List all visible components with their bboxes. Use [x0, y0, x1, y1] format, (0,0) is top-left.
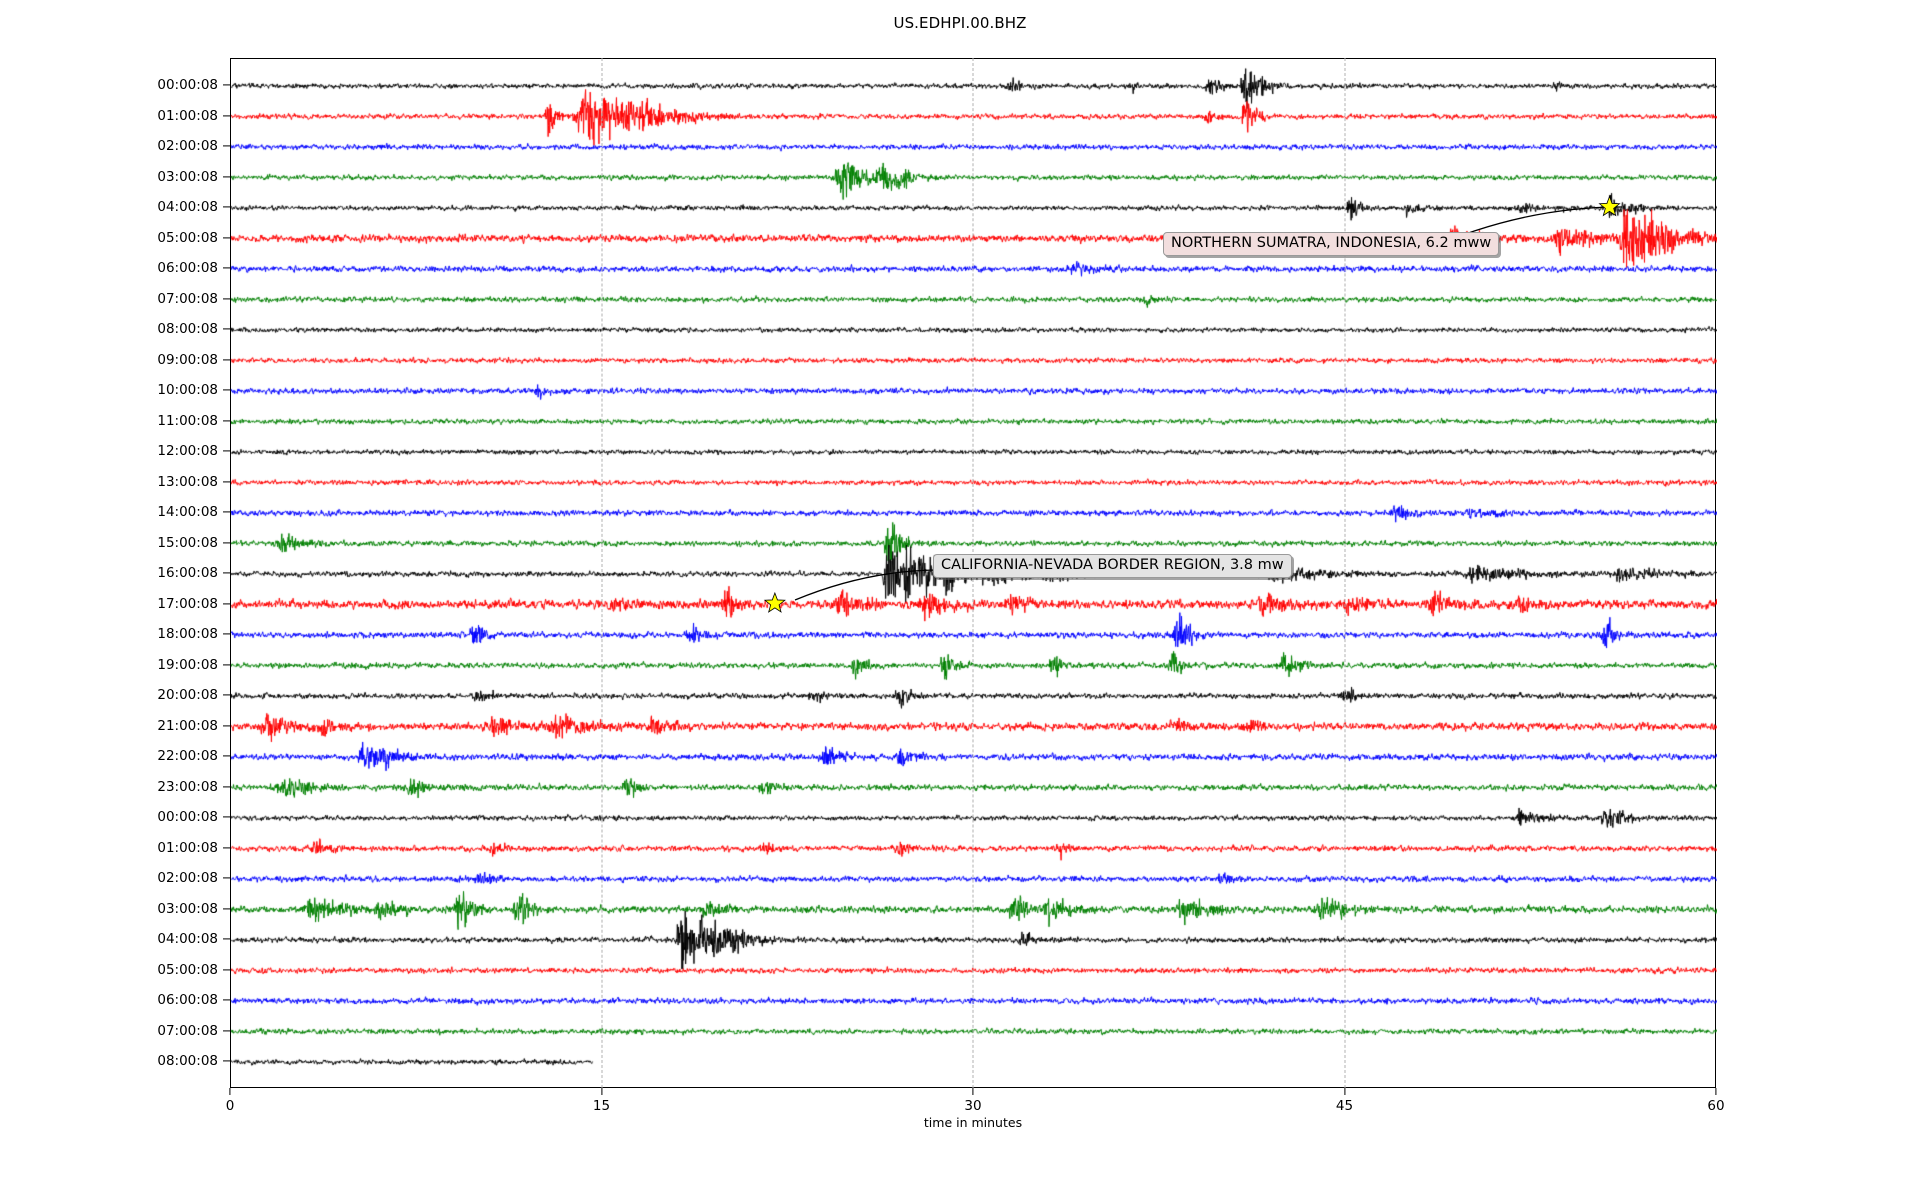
y-tick-mark [223, 450, 230, 452]
y-tick-label: 12:00:08 [157, 443, 218, 459]
y-tick-mark [223, 724, 230, 727]
y-tick-label: 09:00:08 [157, 351, 218, 368]
y-tick-label: 03:00:08 [157, 900, 218, 917]
x-tick-label: 15 [592, 1098, 611, 1114]
y-tick-label: 01:00:08 [157, 107, 218, 124]
y-tick-mark [223, 114, 230, 117]
y-tick-label: 10:00:08 [157, 382, 218, 398]
y-tick-label: 02:00:08 [157, 138, 218, 154]
y-tick-label: 15:00:08 [157, 534, 218, 551]
y-tick-mark [223, 846, 230, 849]
y-tick-mark [223, 694, 230, 696]
y-tick-mark [223, 572, 230, 574]
y-tick-mark [223, 602, 230, 605]
y-tick-mark [223, 480, 230, 483]
y-tick-label: 18:00:08 [157, 626, 218, 642]
y-tick-mark [223, 236, 230, 239]
y-tick-label: 02:00:08 [157, 870, 218, 886]
y-tick-label: 14:00:08 [157, 504, 218, 520]
y-tick-label: 21:00:08 [157, 717, 218, 734]
page-title: US.EDHPI.00.BHZ [893, 14, 1027, 32]
y-tick-label: 20:00:08 [157, 687, 218, 703]
x-tick-mark [972, 1088, 974, 1095]
y-tick-label: 06:00:08 [157, 992, 218, 1008]
y-tick-mark [223, 1029, 230, 1032]
y-tick-label: 07:00:08 [157, 290, 218, 307]
x-axis-label: time in minutes [923, 1115, 1023, 1130]
x-tick-mark [600, 1088, 603, 1095]
y-tick-label: 19:00:08 [157, 656, 218, 673]
y-tick-label: 04:00:08 [157, 931, 218, 947]
y-tick-label: 03:00:08 [157, 168, 218, 185]
y-tick-mark [223, 1060, 230, 1062]
y-tick-mark [223, 633, 230, 635]
y-tick-mark [223, 389, 230, 391]
y-tick-mark [223, 297, 230, 300]
x-tick-mark [229, 1088, 231, 1095]
y-tick-mark [223, 877, 230, 879]
y-tick-mark [223, 358, 230, 361]
y-tick-mark [223, 663, 230, 666]
y-tick-label: 08:00:08 [157, 321, 218, 337]
y-tick-label: 01:00:08 [157, 839, 218, 856]
y-tick-label: 05:00:08 [157, 229, 218, 246]
x-tick-label: 45 [1335, 1098, 1354, 1114]
y-tick-label: 06:00:08 [157, 260, 218, 276]
x-tick-label: 30 [964, 1098, 982, 1114]
y-tick-label: 13:00:08 [157, 473, 218, 490]
y-tick-label: 22:00:08 [157, 748, 218, 764]
y-tick-label: 17:00:08 [157, 595, 218, 612]
y-tick-label: 04:00:08 [157, 199, 218, 215]
annotation-northern-sumatra[interactable]: NORTHERN SUMATRA, INDONESIA, 6.2 mww [1163, 232, 1500, 257]
y-tick-label: 23:00:08 [157, 778, 218, 795]
y-tick-mark [223, 84, 230, 86]
y-tick-label: 11:00:08 [157, 412, 218, 429]
y-tick-label: 07:00:08 [157, 1022, 218, 1039]
y-tick-mark [223, 175, 230, 178]
y-tick-mark [223, 419, 230, 422]
y-tick-mark [223, 145, 230, 147]
y-tick-mark [223, 785, 230, 788]
x-tick-label: 60 [1707, 1098, 1725, 1114]
x-tick-mark [1343, 1088, 1346, 1095]
y-tick-mark [223, 999, 230, 1001]
y-tick-mark [223, 938, 230, 940]
annotation-california-nevada[interactable]: CALIFORNIA-NEVADA BORDER REGION, 3.8 mw [933, 554, 1292, 579]
y-tick-mark [223, 968, 230, 971]
y-tick-mark [223, 328, 230, 330]
x-tick-mark [1715, 1088, 1717, 1095]
y-tick-mark [223, 755, 230, 757]
y-tick-mark [223, 907, 230, 910]
y-tick-mark [223, 267, 230, 269]
y-tick-label: 16:00:08 [157, 565, 218, 581]
y-tick-label: 05:00:08 [157, 961, 218, 978]
y-tick-mark [223, 206, 230, 208]
y-tick-label: 00:00:08 [157, 77, 218, 93]
y-tick-mark [223, 541, 230, 544]
y-tick-label: 08:00:08 [157, 1053, 218, 1069]
y-tick-mark [223, 511, 230, 513]
x-tick-label: 0 [225, 1098, 235, 1114]
y-tick-mark [223, 816, 230, 818]
y-tick-label: 00:00:08 [157, 809, 218, 825]
